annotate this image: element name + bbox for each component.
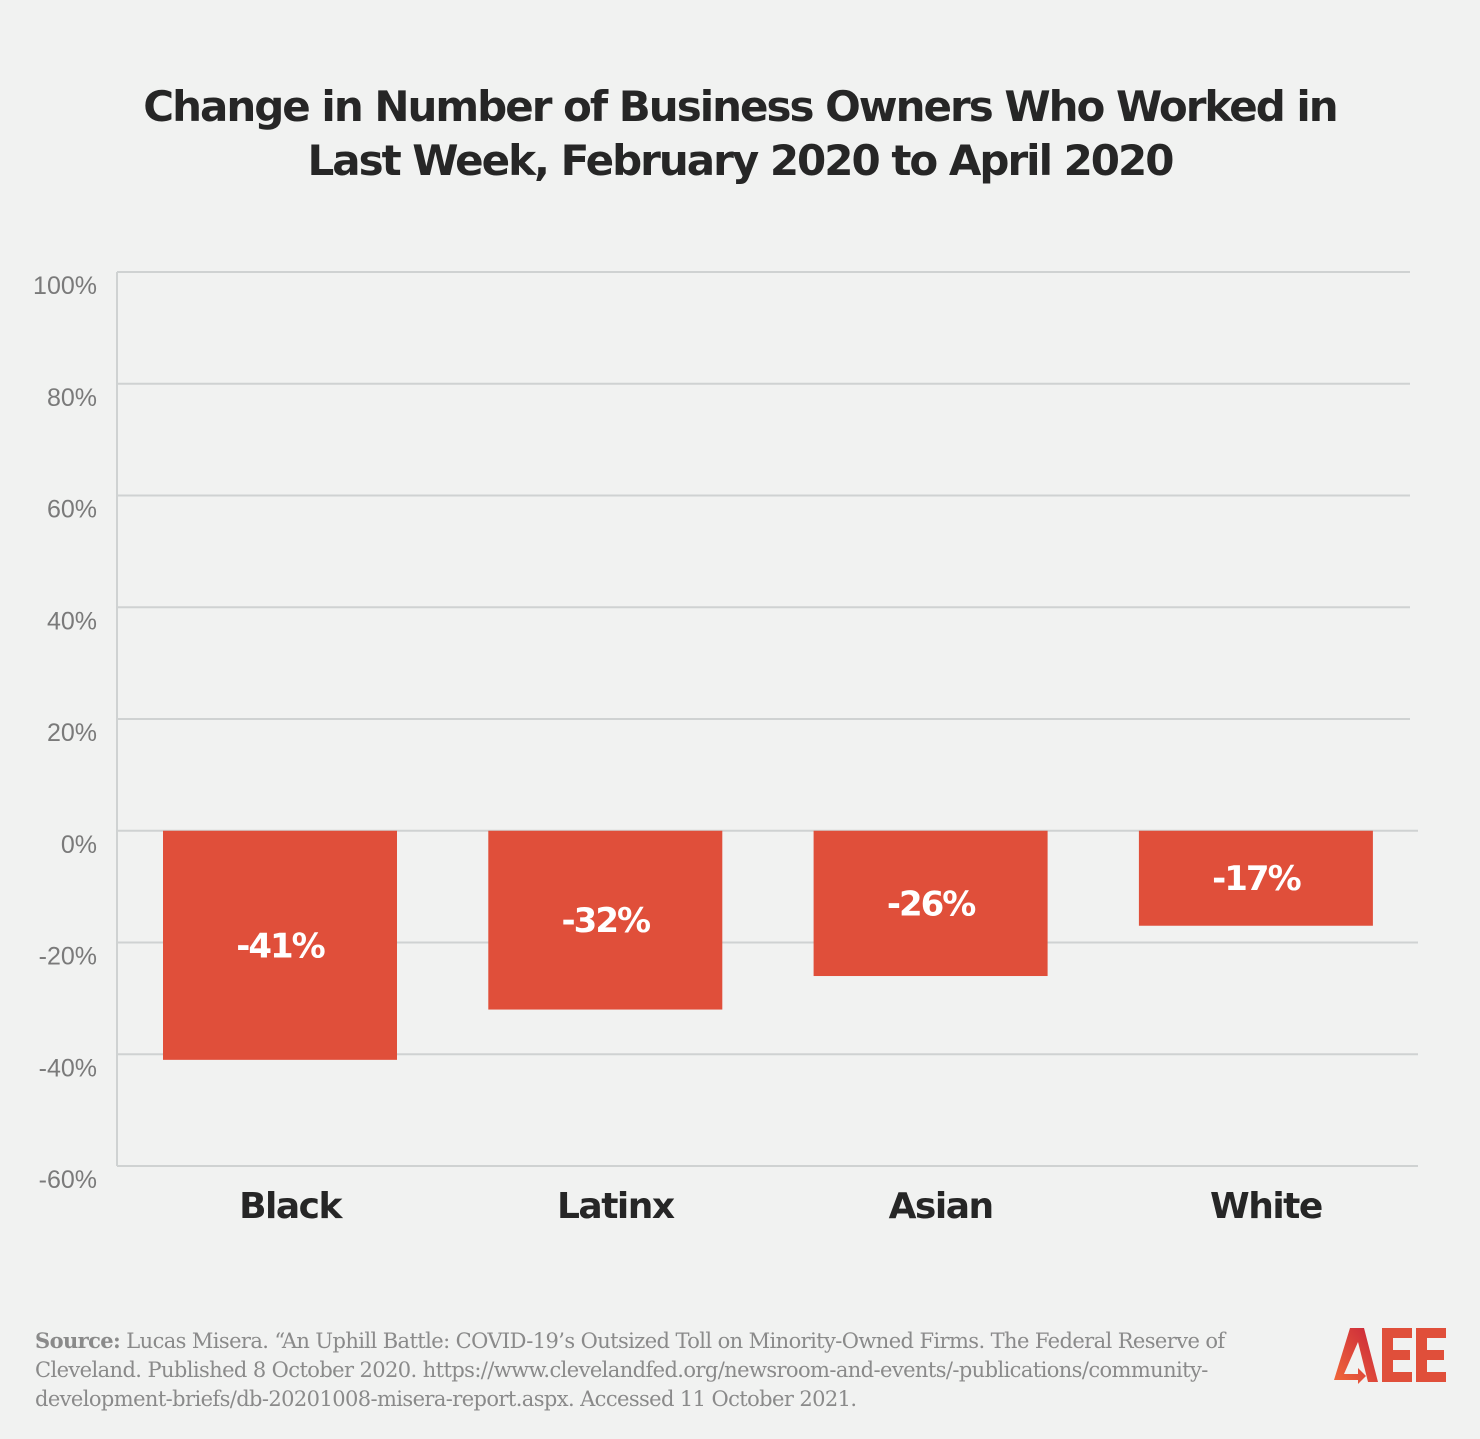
bar-black — [163, 830, 397, 1060]
x-axis-labels: Black Latinx Asian White — [239, 1186, 1323, 1227]
bar-latinx — [488, 830, 723, 1010]
data-label: -41% — [236, 926, 324, 966]
x-tick-label: Asian — [889, 1186, 993, 1227]
data-label: -32% — [562, 901, 650, 941]
y-tick-label: 80% — [47, 384, 97, 412]
bar-white — [1138, 830, 1373, 926]
y-tick-label: -60% — [39, 1166, 97, 1194]
y-tick-label: -20% — [39, 943, 97, 971]
data-label: -17% — [1212, 859, 1300, 899]
source-text: Lucas Misera. “An Uphill Battle: COVID-1… — [35, 1329, 1225, 1411]
source-note: Source: Lucas Misera. “An Uphill Battle:… — [35, 1326, 1315, 1414]
aee-logo — [1334, 1328, 1446, 1384]
y-tick-label: 60% — [47, 496, 97, 524]
source-label: Source: — [35, 1328, 121, 1353]
y-tick-label: 0% — [61, 831, 97, 859]
bar-asian — [813, 830, 1048, 977]
data-label: -26% — [887, 884, 975, 924]
chart-title: Change in Number of Business Owners Who … — [143, 82, 1338, 185]
x-tick-label: White — [1210, 1186, 1322, 1227]
y-axis-ticks: 100% 80% 60% 40% 20% 0% -20% -40% -60% — [33, 272, 97, 1194]
x-tick-label: Black — [239, 1186, 343, 1227]
y-tick-label: 100% — [33, 272, 97, 300]
y-tick-label: -40% — [39, 1054, 97, 1082]
x-tick-label: Latinx — [557, 1186, 675, 1227]
y-tick-label: 40% — [47, 607, 97, 635]
bars: -41% -32% -26% -17% — [163, 830, 1373, 1060]
y-tick-label: 20% — [47, 719, 97, 747]
